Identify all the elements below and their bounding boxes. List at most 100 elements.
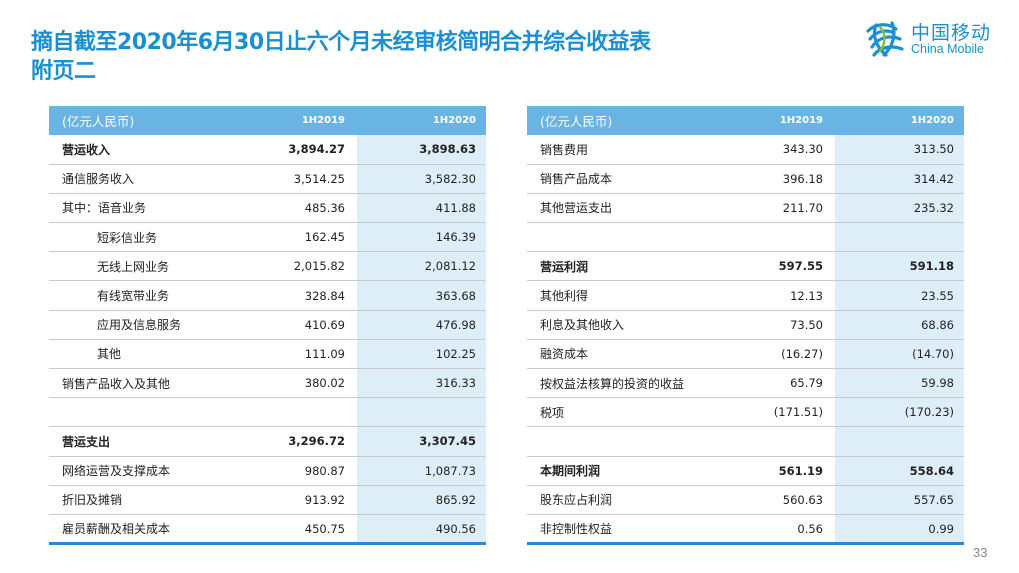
value-1h2020: 558.64 bbox=[835, 456, 964, 486]
table-row: 折旧及摊销 913.92 865.92 bbox=[49, 485, 486, 515]
value-1h2019: 2,015.82 bbox=[263, 251, 357, 282]
value-1h2019: 328.84 bbox=[263, 280, 357, 311]
value-1h2019: 597.55 bbox=[741, 251, 835, 282]
value-1h2020: 316.33 bbox=[357, 368, 486, 399]
row-label: 其他利得 bbox=[527, 280, 741, 311]
value-1h2019: 450.75 bbox=[263, 514, 357, 545]
title-line-1: 摘自截至2020年6月30日止六个月未经审核简明合并综合收益表 bbox=[31, 30, 651, 55]
value-1h2020: 314.42 bbox=[835, 164, 964, 194]
header-1h2020: 1H2020 bbox=[835, 106, 964, 135]
value-1h2019: 12.13 bbox=[741, 280, 835, 311]
table-row: 通信服务收入 3,514.25 3,582.30 bbox=[49, 164, 486, 194]
table-row: 网络运营及支撑成本 980.87 1,087.73 bbox=[49, 456, 486, 486]
value-1h2019: 913.92 bbox=[263, 485, 357, 515]
table-row: 税项 (171.51) (170.23) bbox=[527, 397, 964, 428]
value-1h2020: 102.25 bbox=[357, 339, 486, 370]
value-1h2019: 111.09 bbox=[263, 339, 357, 370]
value-1h2020: 411.88 bbox=[357, 193, 486, 224]
table-row: 其他 111.09 102.25 bbox=[49, 339, 486, 370]
header-unit: (亿元人民币) bbox=[527, 106, 741, 135]
row-label bbox=[527, 222, 741, 253]
row-label: 按权益法核算的投资的收益 bbox=[527, 368, 741, 399]
value-1h2020: 363.68 bbox=[357, 280, 486, 311]
value-1h2019: 162.45 bbox=[263, 222, 357, 253]
row-label: 融资成本 bbox=[527, 339, 741, 370]
row-label: 其中：语音业务 bbox=[49, 193, 263, 224]
value-1h2020: (170.23) bbox=[835, 397, 964, 428]
row-label bbox=[49, 397, 263, 428]
table-row: 其中：语音业务 485.36 411.88 bbox=[49, 193, 486, 224]
income-table-right: (亿元人民币) 1H2019 1H2020 销售费用 343.30 313.50 销售… bbox=[527, 106, 964, 546]
row-label: 雇员薪酬及相关成本 bbox=[49, 514, 263, 545]
row-label: 通信服务收入 bbox=[49, 164, 263, 194]
value-1h2020: 3,582.30 bbox=[357, 164, 486, 194]
value-1h2020: 23.55 bbox=[835, 280, 964, 311]
value-1h2020: 557.65 bbox=[835, 485, 964, 515]
logo-text-cn: 中国移动 bbox=[911, 22, 992, 44]
row-label: 网络运营及支撑成本 bbox=[49, 456, 263, 486]
value-1h2020 bbox=[835, 222, 964, 253]
table-row: 按权益法核算的投资的收益 65.79 59.98 bbox=[527, 368, 964, 399]
table-row: 本期间利润 561.19 558.64 bbox=[527, 456, 964, 486]
value-1h2019: 410.69 bbox=[263, 310, 357, 340]
value-1h2020: 865.92 bbox=[357, 485, 486, 515]
table-row bbox=[49, 397, 486, 428]
value-1h2020: (14.70) bbox=[835, 339, 964, 370]
value-1h2019: 396.18 bbox=[741, 164, 835, 194]
row-label: 股东应占利润 bbox=[527, 485, 741, 515]
value-1h2020: 1,087.73 bbox=[357, 456, 486, 486]
value-1h2019 bbox=[741, 426, 835, 457]
row-label: 折旧及摊销 bbox=[49, 485, 263, 515]
value-1h2019: 0.56 bbox=[741, 514, 835, 545]
page-title: 摘自截至2020年6月30日止六个月未经审核简明合并综合收益表 附页二 bbox=[31, 28, 651, 86]
row-label: 本期间利润 bbox=[527, 456, 741, 486]
value-1h2019: (171.51) bbox=[741, 397, 835, 428]
row-label: 销售产品成本 bbox=[527, 164, 741, 194]
row-label: 销售费用 bbox=[527, 135, 741, 165]
value-1h2020: 490.56 bbox=[357, 514, 486, 545]
value-1h2019: 73.50 bbox=[741, 310, 835, 340]
value-1h2020: 2,081.12 bbox=[357, 251, 486, 282]
header-1h2020: 1H2020 bbox=[357, 106, 486, 135]
value-1h2020: 68.86 bbox=[835, 310, 964, 340]
table-row: 销售产品成本 396.18 314.42 bbox=[527, 164, 964, 194]
table-row bbox=[527, 426, 964, 457]
table-row: 股东应占利润 560.63 557.65 bbox=[527, 485, 964, 515]
row-label: 税项 bbox=[527, 397, 741, 428]
table-row: 营运收入 3,894.27 3,898.63 bbox=[49, 135, 486, 165]
table-row: 有线宽带业务 328.84 363.68 bbox=[49, 280, 486, 311]
logo-text-en: China Mobile bbox=[911, 42, 984, 56]
value-1h2019: 485.36 bbox=[263, 193, 357, 224]
row-label: 非控制性权益 bbox=[527, 514, 741, 545]
header-unit: (亿元人民币) bbox=[49, 106, 263, 135]
table-row: 融资成本 (16.27) (14.70) bbox=[527, 339, 964, 370]
table-row: 短彩信业务 162.45 146.39 bbox=[49, 222, 486, 253]
income-table-left: (亿元人民币) 1H2019 1H2020 营运收入 3,894.27 3,898.… bbox=[49, 106, 486, 546]
value-1h2019: 3,296.72 bbox=[263, 426, 357, 457]
value-1h2020: 235.32 bbox=[835, 193, 964, 224]
table-row: 无线上网业务 2,015.82 2,081.12 bbox=[49, 251, 486, 282]
row-label: 其他营运支出 bbox=[527, 193, 741, 224]
row-label: 短彩信业务 bbox=[49, 222, 263, 253]
value-1h2019: 561.19 bbox=[741, 456, 835, 486]
table-row: 销售产品收入及其他 380.02 316.33 bbox=[49, 368, 486, 399]
value-1h2019: 65.79 bbox=[741, 368, 835, 399]
row-label: 无线上网业务 bbox=[49, 251, 263, 282]
table-row: 应用及信息服务 410.69 476.98 bbox=[49, 310, 486, 340]
value-1h2019: 560.63 bbox=[741, 485, 835, 515]
row-label: 营运收入 bbox=[49, 135, 263, 165]
row-label: 有线宽带业务 bbox=[49, 280, 263, 311]
value-1h2020: 3,898.63 bbox=[357, 135, 486, 165]
value-1h2020 bbox=[357, 397, 486, 428]
value-1h2020 bbox=[835, 426, 964, 457]
value-1h2019: 3,894.27 bbox=[263, 135, 357, 165]
value-1h2020: 0.99 bbox=[835, 514, 964, 545]
row-label: 应用及信息服务 bbox=[49, 310, 263, 340]
table-header-row: (亿元人民币) 1H2019 1H2020 bbox=[527, 106, 964, 135]
table-row: 其他利得 12.13 23.55 bbox=[527, 280, 964, 311]
row-label: 其他 bbox=[49, 339, 263, 370]
value-1h2020: 146.39 bbox=[357, 222, 486, 253]
header-1h2019: 1H2019 bbox=[263, 106, 357, 135]
table-row: 其他营运支出 211.70 235.32 bbox=[527, 193, 964, 224]
row-label bbox=[527, 426, 741, 457]
